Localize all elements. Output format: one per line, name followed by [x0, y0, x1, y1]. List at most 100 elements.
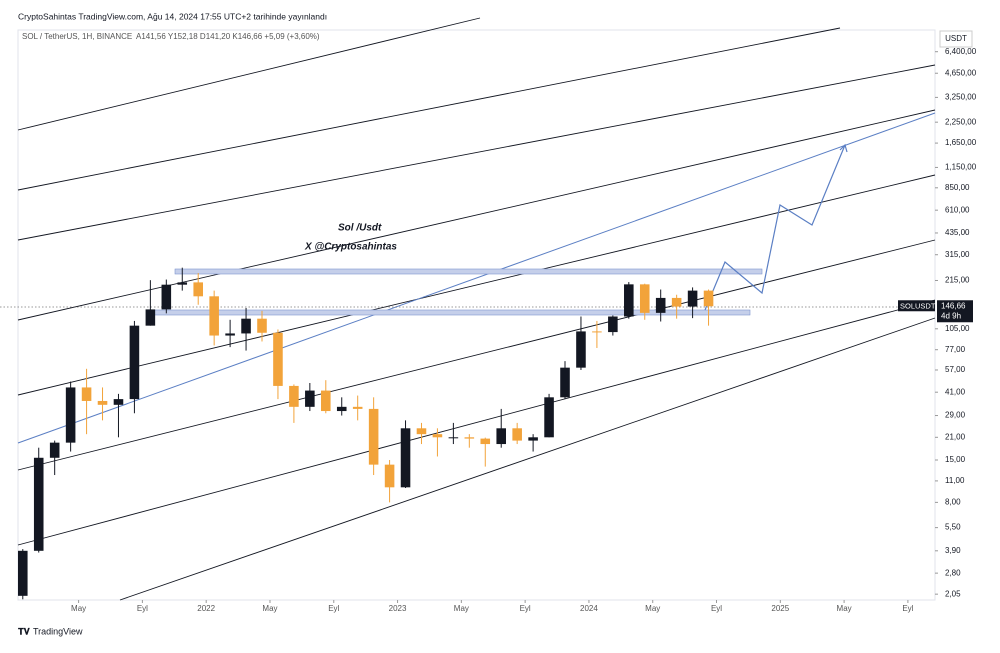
- price-tag-countdown: 4d 9h: [941, 311, 961, 320]
- y-tick-label: 3,90: [945, 546, 961, 555]
- projection-arrow: [839, 143, 848, 153]
- y-tick-label: 11,00: [945, 476, 965, 485]
- candle-body: [528, 437, 538, 441]
- x-tick-label: Eyl: [328, 604, 339, 613]
- x-tick-label: Eyl: [902, 604, 913, 613]
- x-tick-label: Eyl: [711, 604, 722, 613]
- y-tick-label: 6,400,00: [945, 47, 977, 56]
- price-tag-bg: [898, 300, 935, 312]
- candle-body: [177, 282, 188, 285]
- currency: USDT: [945, 34, 967, 43]
- x-tick-label: 2023: [389, 604, 407, 613]
- candle-body: [161, 284, 172, 310]
- candle-body: [608, 316, 618, 333]
- x-tick-label: May: [837, 604, 852, 613]
- y-tick-label: 29,00: [945, 411, 966, 420]
- candle-body: [496, 428, 507, 445]
- candle-body: [49, 442, 60, 458]
- blue-trendline: [17, 112, 936, 444]
- y-tick-label: 5,50: [945, 523, 961, 532]
- candle-body: [289, 385, 299, 407]
- candle-body: [97, 400, 108, 405]
- x-tick-label: May: [262, 604, 277, 613]
- candle-body: [400, 428, 411, 488]
- candle-body: [18, 550, 28, 596]
- x-tick-label: Eyl: [137, 604, 148, 613]
- candle-body: [432, 434, 443, 438]
- y-tick-label: 435,00: [945, 228, 970, 237]
- candle-body: [352, 406, 363, 409]
- y-tick-label: 3,250,00: [945, 92, 977, 101]
- candle-body: [687, 290, 698, 307]
- candle-body: [592, 331, 602, 333]
- candle-body: [416, 428, 427, 435]
- publisher: CryptoSahintas TradingView.com, Ağu 14, …: [18, 11, 327, 21]
- y-tick-label: 4,650,00: [945, 68, 977, 77]
- candle-body: [113, 399, 124, 405]
- y-tick-label: 2,05: [945, 589, 961, 598]
- channel-lines: [17, 17, 936, 601]
- y-tick-label: 15,00: [945, 455, 966, 464]
- price-tag-value-bg: [937, 300, 973, 323]
- currency-box: [939, 30, 973, 48]
- candle-body: [321, 390, 331, 412]
- x-tick-label: 2025: [771, 604, 789, 613]
- candle-body: [576, 331, 586, 368]
- x-tick-label: May: [454, 604, 469, 613]
- ohlc-line: A141,56 Y152,18 D141,20 K146,66 +5,09 (+…: [136, 32, 320, 41]
- x-tick-label: May: [71, 604, 86, 613]
- candle-body: [655, 297, 666, 313]
- y-tick-label: 1,650,00: [945, 138, 977, 147]
- y-tick-label: 21,00: [945, 432, 966, 441]
- y-tick-label: 215,00: [945, 276, 970, 285]
- annotation: Sol /Usdt: [338, 223, 382, 234]
- candle-body: [560, 367, 570, 398]
- candle-body: [448, 437, 459, 439]
- candle-body: [273, 332, 283, 386]
- candle-body: [512, 428, 522, 441]
- projection-path: [704, 144, 846, 311]
- candle-body: [480, 438, 491, 445]
- brand: TradingView: [33, 626, 83, 636]
- y-tick-label: 105,00: [945, 324, 970, 333]
- resistance-zone: [174, 268, 763, 275]
- y-tick-label: 1,150,00: [945, 163, 977, 172]
- candle-body: [368, 408, 379, 465]
- price-tag-symbol: SOLUSDT: [900, 301, 936, 310]
- candle-body: [624, 284, 634, 317]
- candle-body: [336, 406, 347, 412]
- candle-body: [544, 397, 554, 438]
- x-tick-label: Eyl: [520, 604, 531, 613]
- x-tick-label: May: [645, 604, 660, 613]
- x-tick-label: 2024: [580, 604, 598, 613]
- candle-body: [703, 290, 714, 307]
- y-tick-label: 2,80: [945, 568, 961, 577]
- candle-body: [33, 457, 44, 551]
- y-tick-label: 850,00: [945, 183, 970, 192]
- plot-frame: [17, 29, 936, 601]
- x-tick-label: 2022: [197, 604, 215, 613]
- y-tick-label: 2,250,00: [945, 117, 977, 126]
- candle-body: [209, 296, 219, 336]
- candle-body: [305, 390, 315, 407]
- candle-body: [81, 387, 92, 401]
- price-tag-value: 146,66: [941, 301, 966, 310]
- candle-body: [145, 309, 156, 326]
- y-tick-label: 610,00: [945, 205, 970, 214]
- candle-body: [65, 387, 76, 443]
- annotation: X @Cryptosahintas: [304, 242, 397, 253]
- candle-body: [671, 297, 682, 307]
- candle-body: [129, 325, 140, 400]
- tv-logo: 𝐓𝐕: [18, 626, 31, 636]
- y-tick-label: 77,00: [945, 345, 966, 354]
- candle-body: [257, 318, 267, 333]
- y-tick-label: 57,00: [945, 365, 966, 374]
- candle-body: [639, 284, 650, 313]
- candle-body: [384, 464, 395, 488]
- y-tick-label: 8,00: [945, 497, 961, 506]
- y-tick-label: 41,00: [945, 387, 966, 396]
- y-tick-label: 315,00: [945, 250, 970, 259]
- candle-body: [241, 318, 251, 334]
